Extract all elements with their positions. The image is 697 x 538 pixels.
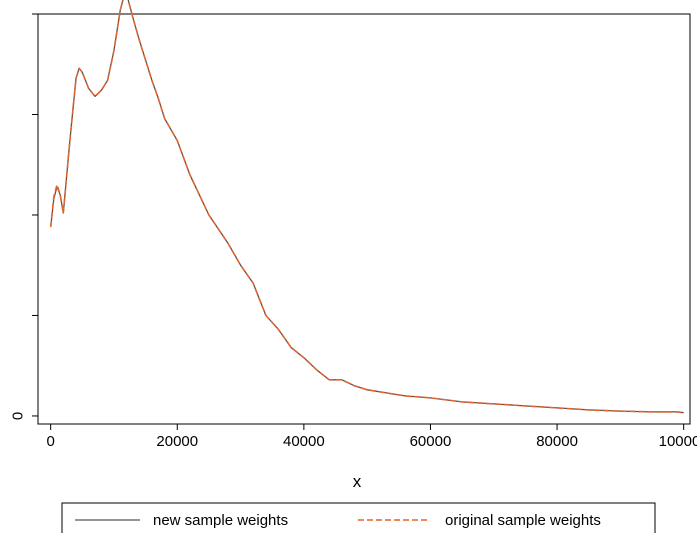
x-axis: 0 20000 40000 60000 80000 100000 — [46, 424, 697, 450]
x-tick-label: 20000 — [156, 433, 198, 450]
legend-label-0: new sample weights — [153, 512, 288, 529]
series-layer — [49, 0, 684, 414]
x-tick-label: 100000 — [659, 433, 697, 450]
x-tick-label: 0 — [46, 433, 54, 450]
y-axis: 0 — [10, 13, 38, 420]
series-line-1 — [49, 0, 684, 414]
y-tick-label: 0 — [10, 412, 27, 420]
x-axis-title: x — [353, 472, 362, 491]
x-tick-label: 60000 — [410, 433, 452, 450]
x-tick-label: 80000 — [536, 433, 578, 450]
legend: new sample weights original sample weight… — [61, 502, 656, 536]
legend-label-1: original sample weights — [445, 512, 601, 529]
plot-frame — [37, 13, 691, 425]
x-tick-label: 40000 — [283, 433, 325, 450]
